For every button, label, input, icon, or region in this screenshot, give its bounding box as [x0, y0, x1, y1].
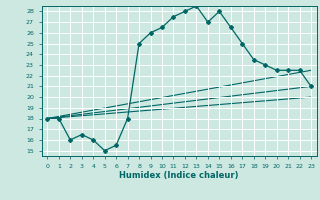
X-axis label: Humidex (Indice chaleur): Humidex (Indice chaleur): [119, 171, 239, 180]
